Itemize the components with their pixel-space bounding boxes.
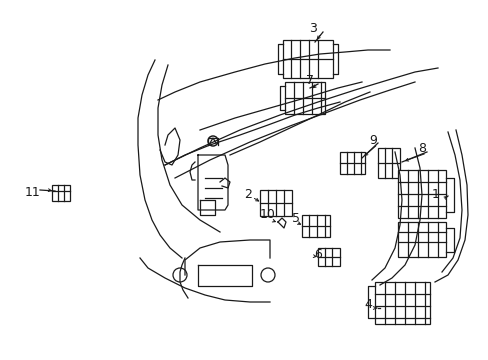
Bar bbox=[339, 152, 364, 174]
Text: 5: 5 bbox=[291, 211, 299, 225]
Text: 2: 2 bbox=[244, 189, 251, 202]
Bar bbox=[377, 148, 399, 178]
Text: 10: 10 bbox=[260, 208, 275, 221]
Bar bbox=[52, 185, 70, 201]
Text: 9: 9 bbox=[368, 134, 376, 147]
Text: 1: 1 bbox=[431, 189, 439, 202]
Bar bbox=[285, 82, 325, 114]
Text: 6: 6 bbox=[313, 248, 321, 261]
Text: 3: 3 bbox=[308, 22, 316, 35]
Bar bbox=[397, 170, 445, 218]
Text: 11: 11 bbox=[25, 185, 41, 198]
Bar bbox=[302, 215, 329, 237]
Text: 4: 4 bbox=[364, 298, 371, 311]
Bar bbox=[374, 282, 429, 324]
Bar bbox=[283, 40, 332, 78]
Bar bbox=[317, 248, 339, 266]
Bar bbox=[260, 190, 291, 216]
Text: 8: 8 bbox=[417, 141, 425, 154]
Text: 7: 7 bbox=[305, 73, 313, 86]
Bar bbox=[397, 222, 445, 257]
